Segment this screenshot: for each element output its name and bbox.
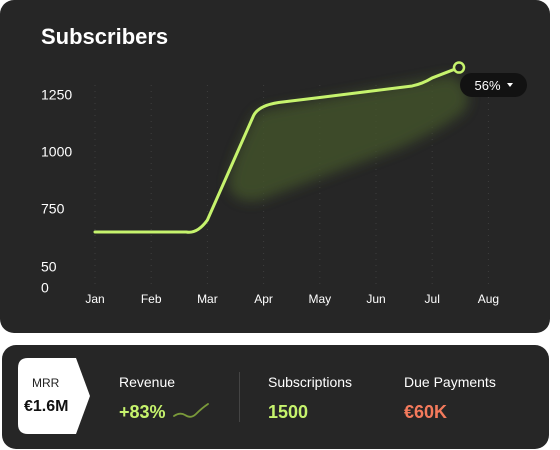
subscribers-line xyxy=(93,66,461,234)
stats-divider xyxy=(239,372,240,422)
y-tick-label: 750 xyxy=(41,201,65,217)
y-tick-label: 1250 xyxy=(41,87,72,103)
x-tick-label: Mar xyxy=(197,292,218,306)
subscriptions-value: 1500 xyxy=(268,402,309,422)
subscriptions-label: Subscriptions xyxy=(268,374,353,390)
chart-title: Subscribers xyxy=(41,24,169,49)
y-tick-label: 50 xyxy=(41,259,57,275)
x-tick-label: May xyxy=(308,292,331,306)
revenue-label: Revenue xyxy=(119,374,176,390)
revenue-sparkline xyxy=(173,403,209,418)
x-tick-label: Jun xyxy=(366,292,385,306)
percent-value: 56% xyxy=(474,77,501,93)
mrr-label: MRR xyxy=(32,376,60,390)
area-highlight xyxy=(228,75,469,201)
x-tick-label: Jan xyxy=(85,292,104,306)
x-tick-label: Feb xyxy=(141,292,162,306)
mrr-value: €1.6M xyxy=(24,398,69,415)
x-tick-label: Jul xyxy=(425,292,440,306)
revenue-value: +83% xyxy=(119,402,166,422)
last-point-marker[interactable] xyxy=(452,61,466,74)
due-payments-label: Due Payments xyxy=(404,374,496,390)
x-tick-label: Apr xyxy=(254,292,273,306)
x-tick-label: Aug xyxy=(478,292,499,306)
due-payments-value: €60K xyxy=(404,402,448,422)
percent-dropdown[interactable]: 56% xyxy=(460,73,527,97)
mrr-badge: MRR €1.6M xyxy=(18,358,90,434)
stats-card xyxy=(2,345,549,449)
subscribers-chart-card: 1250 1000 750 50 0 Jan Feb Mar Apr May Jun Jul Aug … xyxy=(0,0,550,333)
mrr-badge-shape xyxy=(18,358,90,434)
caret-down-icon xyxy=(506,83,513,87)
y-tick-label: 0 xyxy=(41,280,49,296)
y-tick-label: 1000 xyxy=(41,144,72,160)
